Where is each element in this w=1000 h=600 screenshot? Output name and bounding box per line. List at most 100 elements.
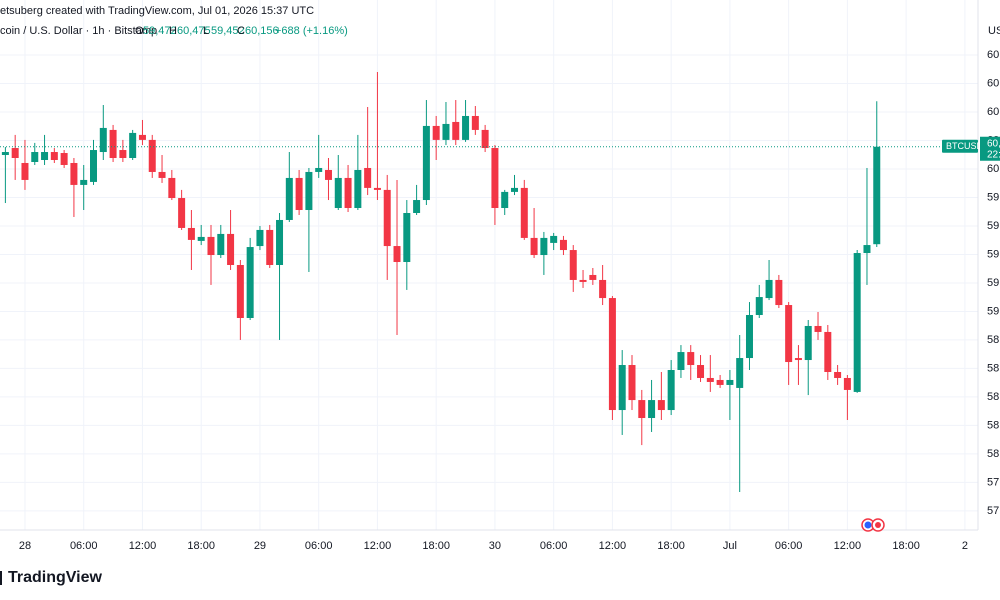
- candle-body: [217, 233, 225, 256]
- y-tick-label: 59,: [987, 248, 1000, 260]
- candle-body: [413, 200, 421, 213]
- candle-body: [775, 279, 783, 306]
- x-tick-label: 12:00: [834, 540, 862, 552]
- candle-body: [168, 177, 176, 199]
- price-tag-symbol: BTCUSD: [946, 141, 984, 151]
- x-tick-label: 12:00: [599, 540, 627, 552]
- candle-body: [334, 177, 342, 209]
- candle-body: [667, 369, 675, 411]
- candle-body: [677, 352, 685, 370]
- candle-body: [638, 400, 646, 419]
- candle-body: [511, 187, 519, 192]
- x-tick-label: 18:00: [422, 540, 450, 552]
- y-tick-label: 60,: [987, 49, 1000, 61]
- x-tick-label: 18:00: [187, 540, 215, 552]
- legend-value: 60,475: [177, 25, 211, 37]
- candle-body: [41, 152, 49, 160]
- y-tick-label: 58,: [987, 391, 1000, 403]
- candle-body: [285, 177, 293, 220]
- candle-body: [530, 237, 538, 256]
- candle-body: [520, 187, 528, 238]
- candle-body: [21, 162, 29, 180]
- candle-body: [383, 189, 391, 247]
- candle-body: [187, 227, 195, 240]
- candle-body: [324, 169, 332, 180]
- candle-body: [462, 115, 470, 140]
- candle-body: [129, 132, 137, 159]
- candle-body: [873, 146, 881, 245]
- y-tick-label: 60,: [987, 106, 1000, 118]
- candles: [0, 71, 978, 492]
- brand-logo: [0, 571, 2, 585]
- credit: etsuberg created with TradingView.com, J…: [0, 5, 314, 17]
- candle-body: [657, 400, 665, 411]
- price-tag-box: [942, 139, 978, 153]
- candle-body: [31, 152, 39, 162]
- x-tick-label: Jul: [723, 540, 737, 552]
- candle-body: [70, 162, 78, 185]
- legend-key: O: [135, 25, 144, 37]
- y-tick-label: 59,: [987, 220, 1000, 232]
- x-tick-label: 30: [489, 540, 501, 552]
- candle-body: [50, 152, 58, 160]
- candle-body: [11, 148, 19, 159]
- candle-body: [863, 245, 871, 254]
- candle-body: [589, 274, 597, 280]
- currency: US: [988, 25, 1000, 37]
- candle-body: [804, 325, 812, 361]
- candle-body: [315, 167, 323, 172]
- candle-body: [1, 152, 9, 156]
- price-tag-countdown: 22:: [987, 149, 1000, 160]
- candle-body: [814, 325, 822, 332]
- candle-body: [90, 150, 98, 182]
- candle-body: [295, 177, 303, 211]
- candle-body: [393, 246, 401, 263]
- y-tick-label: 58,: [987, 419, 1000, 431]
- candle-body: [687, 352, 695, 366]
- candle-body: [628, 365, 636, 401]
- candle-body: [197, 236, 205, 241]
- candle-body: [236, 264, 244, 318]
- candle-body: [246, 247, 254, 318]
- y-tick-label: 58,: [987, 362, 1000, 374]
- y-tick-label: 60,: [987, 163, 1000, 175]
- legend-value: 59,452: [211, 25, 245, 37]
- candle-body: [373, 187, 381, 190]
- candle-body: [736, 358, 744, 388]
- candle-body: [755, 297, 763, 316]
- x-tick-label: 18:00: [657, 540, 685, 552]
- candle-body: [178, 198, 186, 228]
- candle-body: [618, 365, 626, 411]
- candle-body: [422, 125, 430, 201]
- candle-body: [559, 239, 567, 251]
- legend-value: 60,156: [245, 25, 279, 37]
- candle-body: [501, 191, 509, 209]
- candle-body: [706, 377, 714, 382]
- x-tick-label: 29: [254, 540, 266, 552]
- candle-body: [726, 379, 734, 385]
- candle-body: [138, 134, 146, 140]
- legend-value: 59,472: [143, 25, 177, 37]
- brand: TradingView: [8, 569, 103, 586]
- candle-body: [256, 229, 264, 247]
- y-tick-label: 57,: [987, 476, 1000, 488]
- x-tick-label: 18:00: [892, 540, 920, 552]
- candle-body: [158, 171, 166, 178]
- x-tick-label: 12:00: [129, 540, 157, 552]
- candle-body: [344, 177, 352, 209]
- candle-body: [148, 139, 156, 172]
- candle-body: [608, 298, 616, 411]
- legend-key: H: [169, 25, 177, 37]
- candle-body: [843, 377, 851, 390]
- x-tick-label: 06:00: [540, 540, 568, 552]
- x-tick-label: 06:00: [70, 540, 98, 552]
- symbol-line: coin / U.S. Dollar · 1h · Bitstamp: [0, 25, 157, 37]
- candle-body: [266, 229, 274, 265]
- x-tick-label: 2: [962, 540, 968, 552]
- x-tick-label: 06:00: [775, 540, 803, 552]
- x-tick-label: 06:00: [305, 540, 333, 552]
- x-tick-label: 12:00: [364, 540, 392, 552]
- price-tag-value-box: [980, 136, 1000, 161]
